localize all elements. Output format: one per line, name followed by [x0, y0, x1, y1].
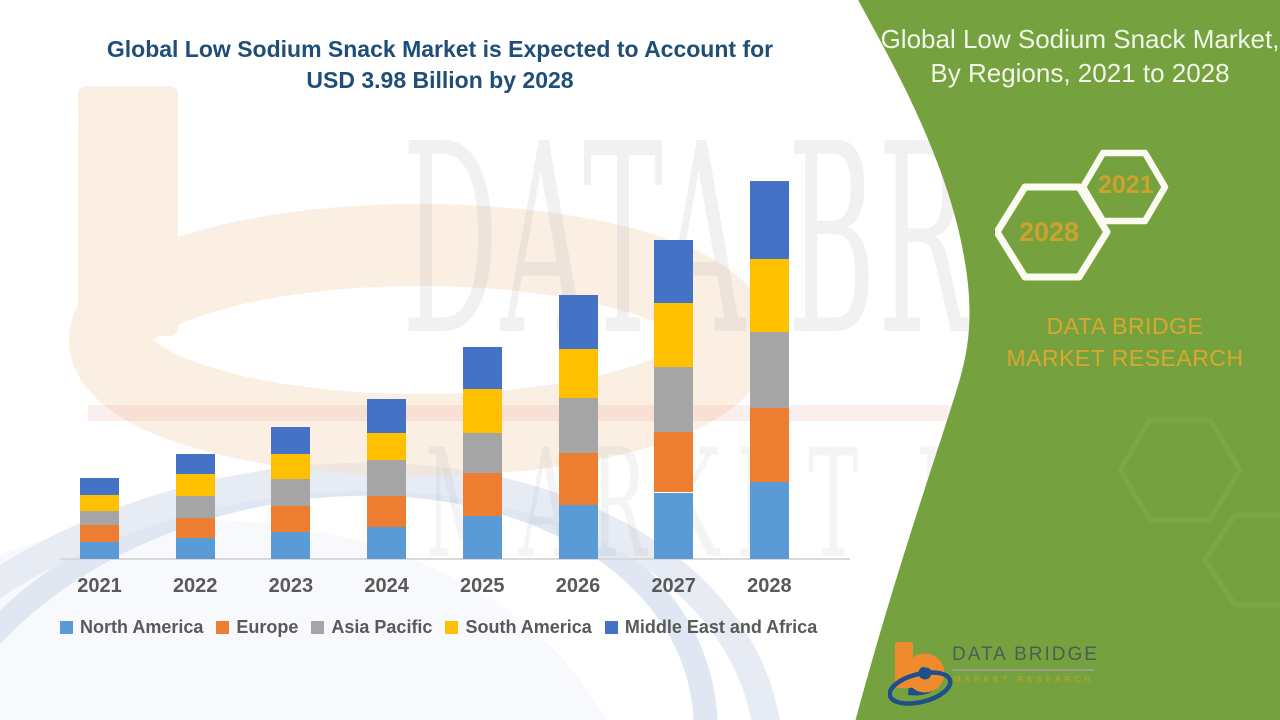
chart-title: Global Low Sodium Snack Market is Expect…: [80, 34, 800, 96]
chart-title-line1: Global Low Sodium Snack Market is Expect…: [106, 36, 774, 62]
chart-title-line2: USD 3.98 Billion by 2028: [306, 67, 574, 93]
